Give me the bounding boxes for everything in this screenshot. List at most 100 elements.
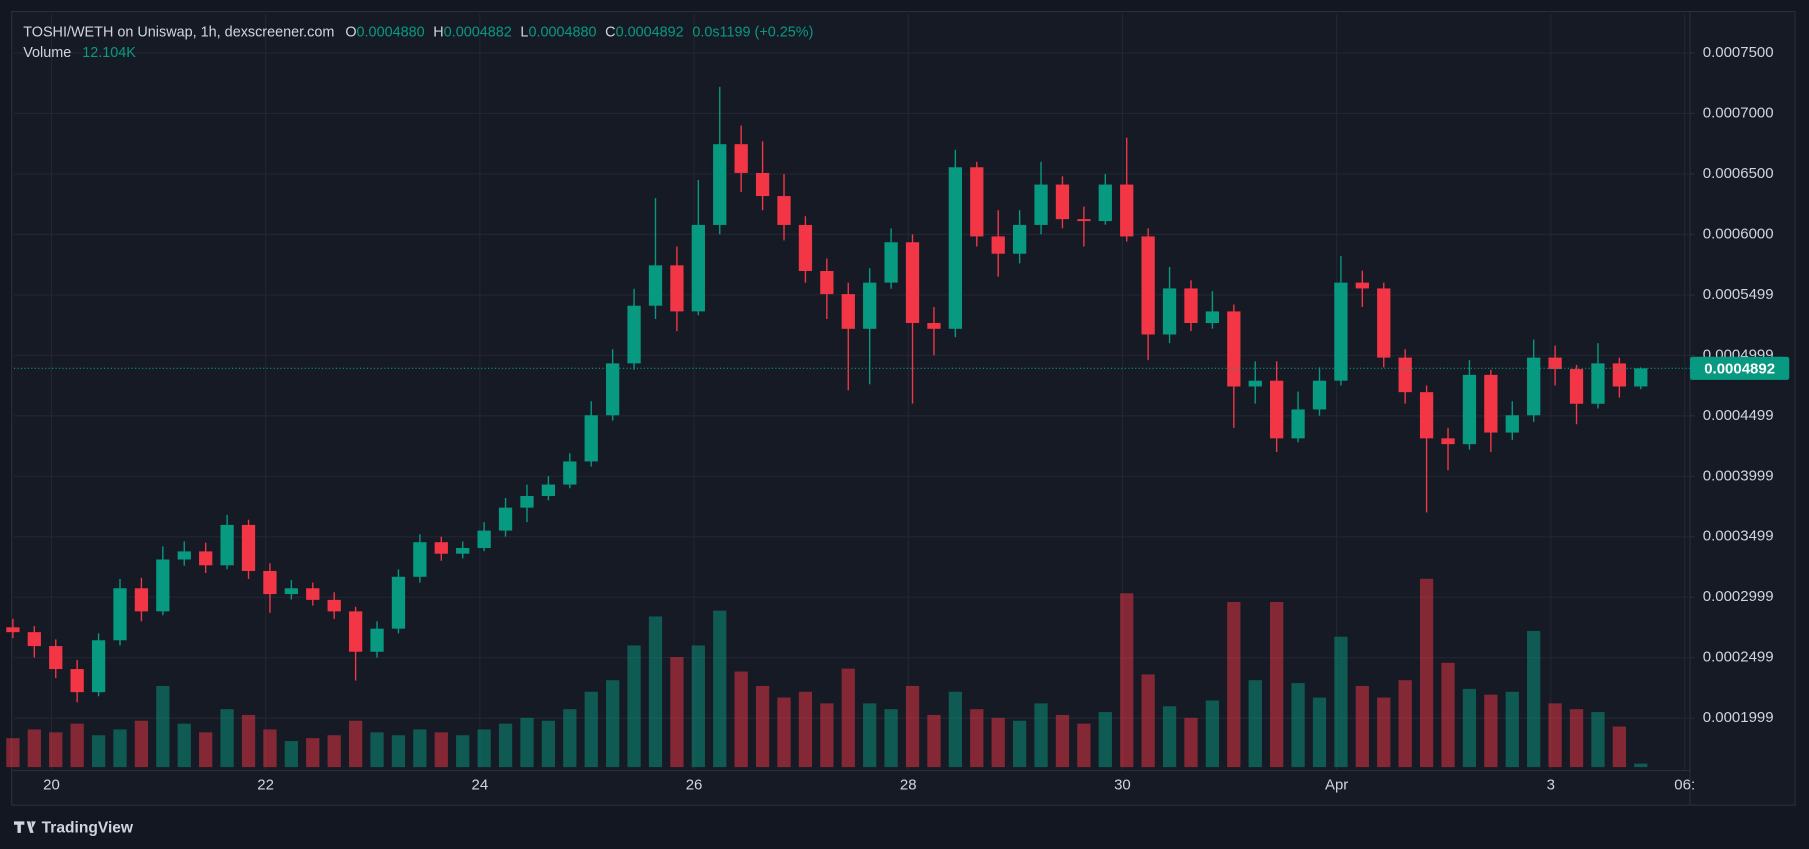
volume-bar — [477, 729, 491, 768]
ohlc-value: 0.0004880 — [357, 24, 425, 40]
candle-body — [841, 294, 855, 329]
volume-bars — [6, 578, 1648, 768]
candle-body — [648, 265, 663, 306]
volume-bar — [1548, 703, 1562, 768]
y-tick-label: 0.0005499 — [1703, 286, 1774, 303]
candle-body — [1120, 184, 1134, 237]
candle-body — [6, 627, 20, 633]
candle-body — [1462, 374, 1477, 445]
volume-bar — [1419, 578, 1434, 768]
volume-bar — [777, 697, 791, 768]
volume-bar — [713, 610, 727, 768]
logo-icon — [13, 821, 36, 833]
candle-body — [27, 632, 41, 647]
candle-body — [1248, 380, 1262, 387]
volume-bar — [1055, 714, 1070, 768]
volume-bar — [1484, 694, 1498, 768]
volume-bar — [327, 735, 341, 768]
candle-body — [670, 265, 684, 312]
volume-bar — [1569, 709, 1584, 768]
candle-body — [584, 415, 598, 462]
volume-bar — [1270, 601, 1284, 768]
x-tick-label: 24 — [472, 777, 489, 794]
volume-bar — [1012, 720, 1027, 768]
candle-body — [798, 224, 813, 272]
y-tick-label: 0.0003999 — [1703, 467, 1774, 484]
y-tick-label: 0.0006500 — [1703, 165, 1774, 182]
candle-body — [1012, 224, 1027, 254]
volume-bar — [1141, 674, 1155, 768]
candle-body — [1419, 392, 1434, 439]
volume-bar — [456, 735, 470, 768]
candle-body — [413, 542, 427, 577]
candle-body — [563, 461, 577, 485]
volume-bar — [798, 691, 813, 768]
candle-body — [1312, 380, 1327, 410]
candle-body — [1441, 438, 1455, 445]
candle-body — [734, 144, 748, 173]
candle-body — [1569, 369, 1584, 404]
volume-bar — [1077, 723, 1091, 768]
volume-bar — [91, 735, 106, 768]
candle-body — [927, 323, 941, 329]
candle-body — [477, 530, 491, 549]
candle-body — [777, 196, 791, 225]
volume-bar — [1527, 630, 1541, 768]
ohlc-value: 0.0004882 — [444, 24, 512, 40]
volume-bar — [1462, 688, 1477, 768]
volume-bar — [1355, 685, 1369, 768]
volume-bar — [1205, 700, 1220, 768]
candle-body — [156, 559, 170, 612]
volume-bar — [563, 709, 577, 768]
candle-body — [970, 167, 984, 237]
x-tick-label: 22 — [257, 777, 274, 794]
volume-bar — [1184, 717, 1198, 768]
brand-name: TradingView — [42, 819, 134, 836]
candle-body — [691, 224, 705, 312]
candle-body — [1634, 368, 1648, 387]
volume-bar — [70, 723, 84, 768]
ohlc-label: C — [605, 24, 615, 40]
y-tick-label: 0.0006000 — [1703, 225, 1774, 242]
candle-body — [948, 167, 963, 329]
candle-body — [263, 570, 277, 595]
candle-body — [220, 524, 234, 566]
volume-bar — [627, 645, 641, 768]
y-tick-label: 0.0007500 — [1703, 44, 1774, 61]
volume-bar — [1377, 697, 1391, 768]
candle-body — [1484, 374, 1498, 433]
candle-body — [1270, 380, 1284, 439]
candle-body — [905, 242, 920, 324]
candle-body — [1591, 363, 1605, 404]
volume-bar — [177, 723, 191, 768]
volume-bar — [1612, 726, 1627, 768]
volume-bar — [6, 738, 20, 768]
candle-body — [755, 172, 770, 197]
y-tick-label: 0.0003499 — [1703, 528, 1774, 545]
candle-body — [884, 242, 898, 283]
volume-bar — [156, 685, 170, 768]
volume-bar — [1248, 680, 1262, 768]
volume-bar — [820, 703, 834, 768]
candle-body — [520, 496, 534, 508]
candle-body — [391, 576, 406, 629]
change-value: 0.0s1199 (+0.25%) — [692, 24, 813, 40]
volume-bar — [584, 691, 598, 768]
volume-bar — [991, 717, 1005, 768]
candle-body — [1291, 409, 1305, 439]
ohlc-value: 0.0004880 — [528, 24, 596, 40]
volume-bar — [648, 616, 663, 768]
ohlc-label: L — [520, 24, 528, 40]
volume-bar — [413, 729, 427, 768]
candle-body — [606, 363, 620, 416]
volume-bar — [970, 709, 984, 768]
volume-bar — [1591, 712, 1605, 768]
chart-panel — [11, 10, 1796, 806]
candle-body — [1505, 415, 1519, 433]
candle-body — [1612, 363, 1627, 387]
volume-value: 12.104K — [82, 45, 136, 61]
candle-body — [306, 588, 320, 600]
candle-body — [1034, 184, 1048, 225]
